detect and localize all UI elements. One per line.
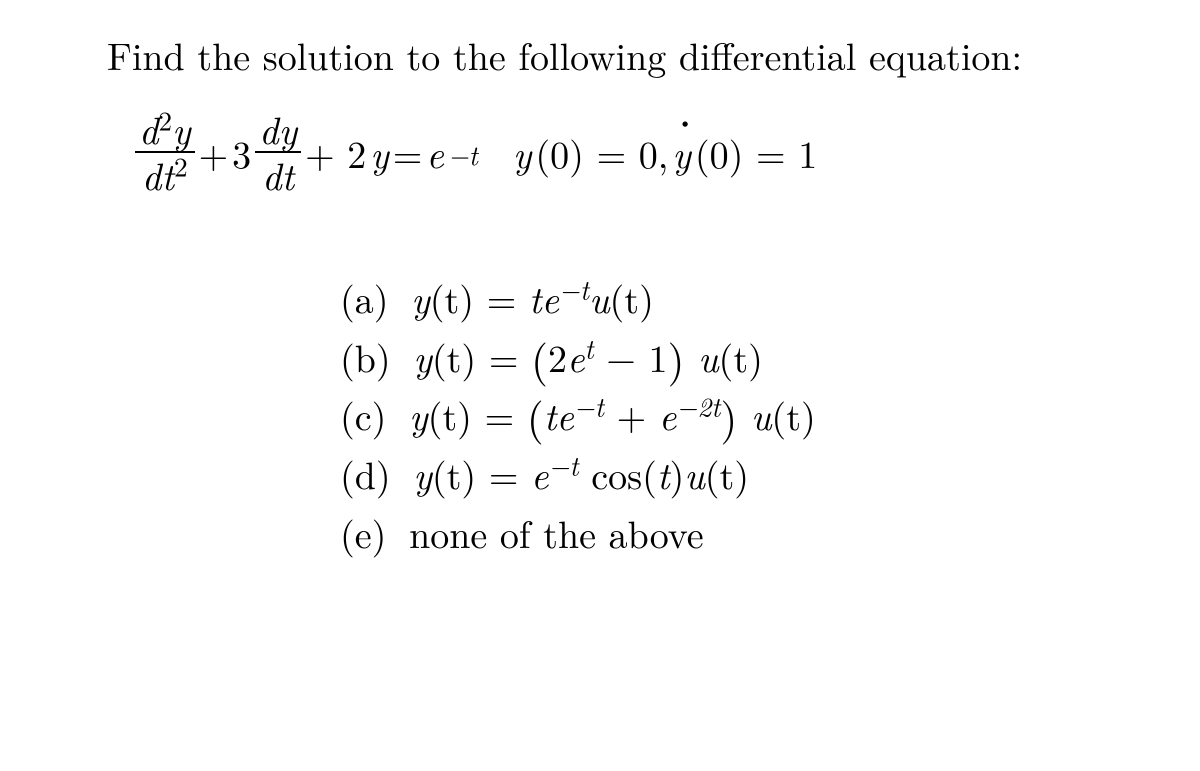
option-b-label: (b) <box>340 330 391 384</box>
option-b: (b) y(t) = (2et − 1) u(t) <box>340 328 1150 387</box>
option-c-exp2: −2t <box>676 386 720 425</box>
option-b-close: ) <box>668 326 685 388</box>
option-c-open: ( <box>527 385 544 447</box>
option-b-u: u <box>685 330 719 384</box>
option-c-tail: (t) <box>771 388 815 442</box>
frac-dt-sup: 2 <box>174 145 188 184</box>
option-d-y: y <box>413 447 431 501</box>
eq-plus1: + <box>199 128 229 179</box>
option-d-label: (d) <box>340 447 391 501</box>
option-d-t: t <box>657 447 670 501</box>
option-b-y: y <box>413 330 431 384</box>
initial-conditions: y(0) = 0, y(0) = 1 <box>513 128 817 179</box>
option-a-u: u <box>589 271 609 325</box>
option-c-close: ) <box>720 385 737 447</box>
ic1-rest: (0) = 0, <box>535 128 668 179</box>
option-e: (e) none of the above <box>340 504 1150 563</box>
ic2-ydot: y <box>672 128 690 179</box>
option-c-y: y <box>409 388 427 442</box>
option-b-exp: t <box>585 327 594 366</box>
option-a-eq: (t) = <box>430 271 529 325</box>
eq-exp-negt: −t <box>448 134 478 173</box>
eq-equals: = <box>393 128 423 179</box>
option-d: (d) y(t) = e−t cos(t)u(t) <box>340 445 1150 504</box>
option-a: (a) y(t) = te−tu(t) <box>340 269 1150 328</box>
option-c-te: te <box>544 388 574 442</box>
ic1-y: y <box>513 128 531 179</box>
option-d-cos: cos( <box>579 447 657 501</box>
eq-y: y <box>370 128 388 179</box>
dy-dt: dy dt <box>255 109 301 198</box>
ic2-rest: (0) = 1 <box>695 128 817 179</box>
frac-sup2: 2 <box>158 100 172 139</box>
answer-options: (a) y(t) = te−tu(t) (b) y(t) = (2et − 1)… <box>340 269 1150 563</box>
equation-lhs-rhs: d2y dt2 + 3 dy dt + 2 y = e−t <box>135 109 478 198</box>
option-e-text: none of the above <box>409 506 704 560</box>
option-c: (c) y(t) = (te−t + e−2t) u(t) <box>340 386 1150 445</box>
option-b-open: ( <box>531 326 548 388</box>
option-c-eq: (t) = <box>428 388 527 442</box>
frac-dy: dy <box>255 109 301 153</box>
option-a-label: (a) <box>340 271 389 325</box>
option-b-tail: (t) <box>719 330 763 384</box>
eq-e: e <box>426 128 443 179</box>
option-c-plus: + <box>604 388 659 442</box>
option-a-tail: (t) <box>610 271 654 325</box>
option-b-minus1: − 1 <box>594 330 668 384</box>
option-b-2e: 2e <box>548 330 585 384</box>
problem-statement: Find the solution to the following diffe… <box>50 30 1150 81</box>
option-d-eq: (t) = <box>432 447 531 501</box>
differential-equation: d2y dt2 + 3 dy dt + 2 y = e−t y(0) = 0, … <box>135 109 1150 198</box>
eq-coef3: 3 <box>232 128 251 179</box>
problem-text: Find the solution to the following diffe… <box>107 28 1022 82</box>
option-d-e: e <box>531 447 548 501</box>
frac-dt: dt <box>142 148 174 202</box>
option-a-y: y <box>411 271 429 325</box>
option-a-exp: −t <box>559 268 589 307</box>
option-c-u: u <box>737 388 771 442</box>
frac-dt2: dt <box>255 153 301 199</box>
option-a-te: te <box>529 271 559 325</box>
option-d-exp: −t <box>549 445 579 484</box>
option-d-tail: (t) <box>705 447 749 501</box>
option-e-label: (e) <box>340 506 386 560</box>
option-b-eq: (t) = <box>432 330 531 384</box>
eq-plus2: + 2 <box>305 128 366 179</box>
option-c-exp1: −t <box>574 386 604 425</box>
option-c-label: (c) <box>340 388 386 442</box>
option-d-closeparen: ) <box>670 447 685 501</box>
d2y-dt2: d2y dt2 <box>135 109 195 198</box>
option-c-e2: e <box>659 388 676 442</box>
option-d-u: u <box>684 447 704 501</box>
